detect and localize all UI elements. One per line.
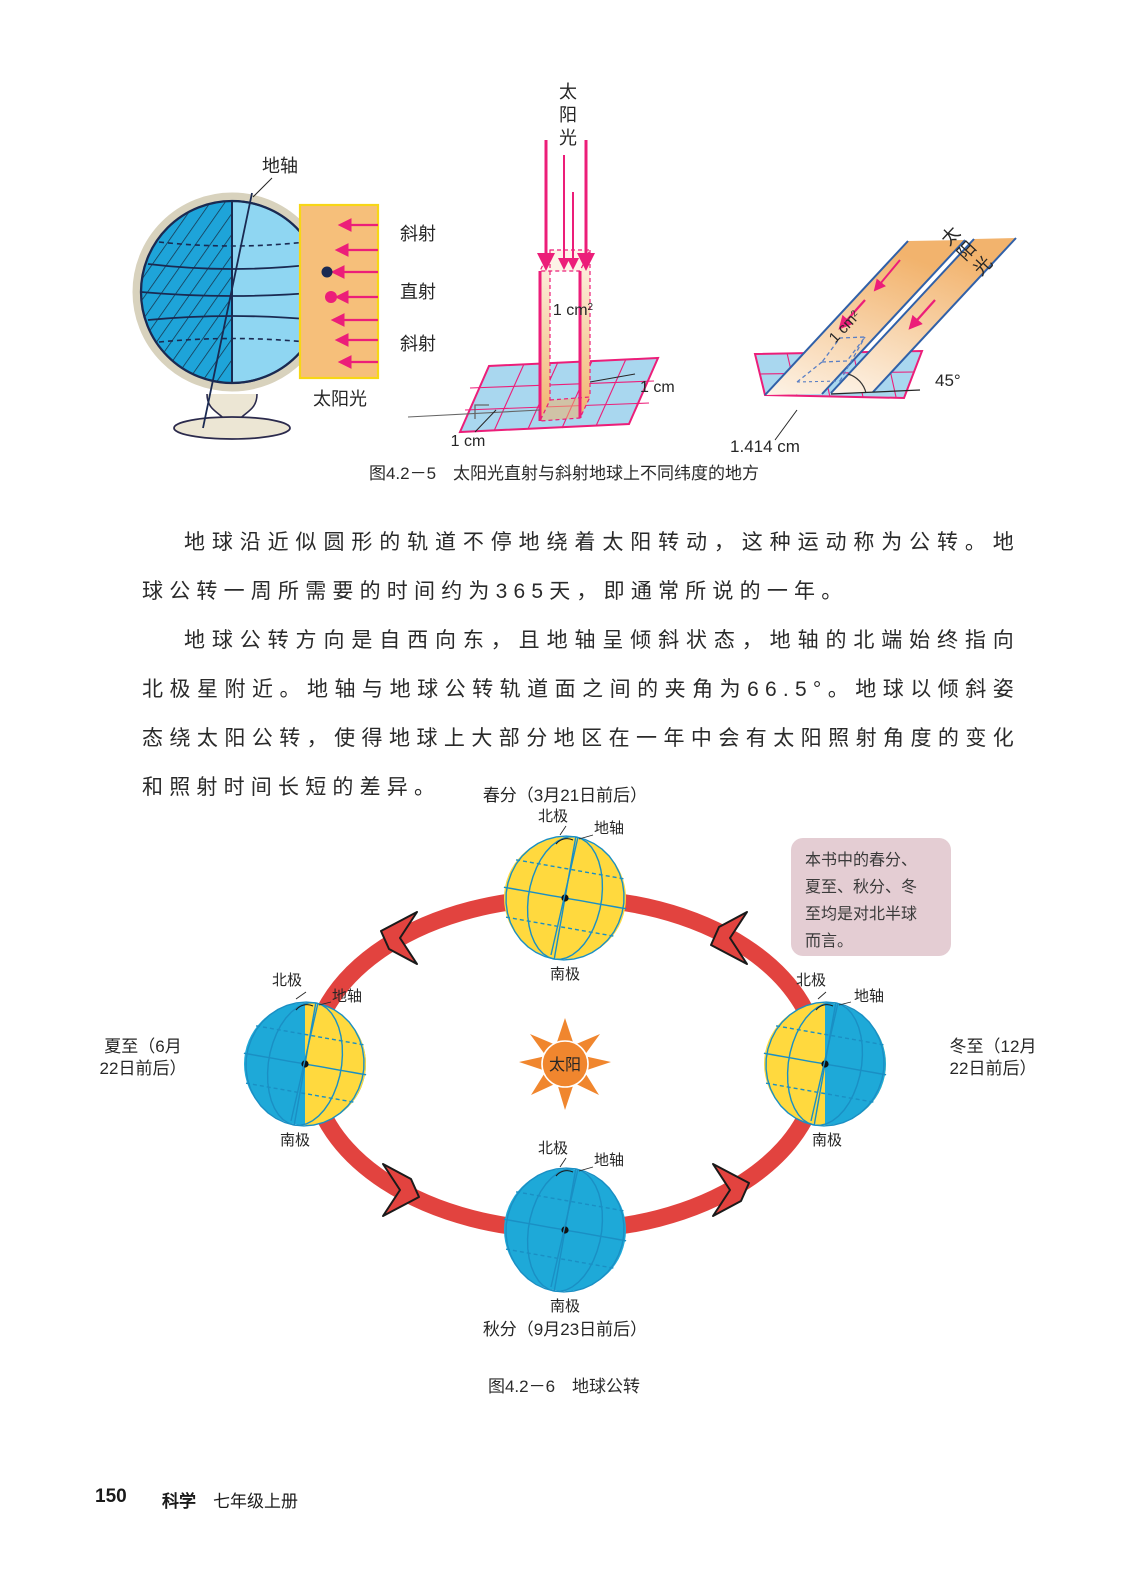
svg-text:22日前后）: 22日前后） [950, 1059, 1037, 1078]
svg-text:地轴: 地轴 [332, 988, 362, 1005]
svg-text:斜射: 斜射 [400, 224, 436, 244]
svg-text:22日前后）: 22日前后） [100, 1059, 187, 1078]
svg-text:秋分（9月23日前后）: 秋分（9月23日前后） [483, 1320, 647, 1339]
svg-text:南极: 南极 [280, 1132, 310, 1149]
svg-text:本书中的春分、: 本书中的春分、 [805, 851, 917, 869]
svg-text:夏至、秋分、冬: 夏至、秋分、冬 [805, 878, 917, 896]
svg-text:1 cm2: 1 cm2 [553, 302, 594, 319]
svg-text:北极: 北极 [538, 808, 568, 825]
svg-text:斜射: 斜射 [400, 334, 436, 354]
svg-text:南极: 南极 [812, 1132, 842, 1149]
svg-text:冬至（12月: 冬至（12月 [950, 1037, 1037, 1056]
svg-text:北极: 北极 [796, 972, 826, 989]
svg-text:太阳光: 太阳光 [313, 389, 367, 409]
svg-text:地轴: 地轴 [262, 156, 298, 176]
svg-text:地轴: 地轴 [594, 1152, 624, 1169]
svg-text:至均是对北半球: 至均是对北半球 [805, 905, 917, 923]
svg-text:太阳: 太阳 [549, 1056, 581, 1074]
svg-text:南极: 南极 [550, 966, 580, 983]
svg-text:45°: 45° [935, 371, 961, 390]
svg-text:夏至（6月: 夏至（6月 [104, 1037, 181, 1056]
svg-text:1 cm: 1 cm [451, 433, 486, 450]
svg-text:直射: 直射 [400, 282, 436, 302]
svg-text:南极: 南极 [550, 1298, 580, 1315]
svg-text:1 cm: 1 cm [640, 379, 675, 396]
svg-text:北极: 北极 [272, 972, 302, 989]
svg-text:阳: 阳 [559, 105, 577, 125]
svg-text:春分（3月21日前后）: 春分（3月21日前后） [483, 786, 647, 805]
svg-text:北极: 北极 [538, 1140, 568, 1157]
svg-text:而言。: 而言。 [805, 932, 853, 950]
svg-text:地轴: 地轴 [594, 820, 624, 837]
svg-text:地轴: 地轴 [854, 988, 884, 1005]
svg-text:光: 光 [559, 128, 577, 148]
svg-text:太: 太 [559, 82, 577, 102]
svg-text:1.414 cm: 1.414 cm [730, 437, 800, 456]
